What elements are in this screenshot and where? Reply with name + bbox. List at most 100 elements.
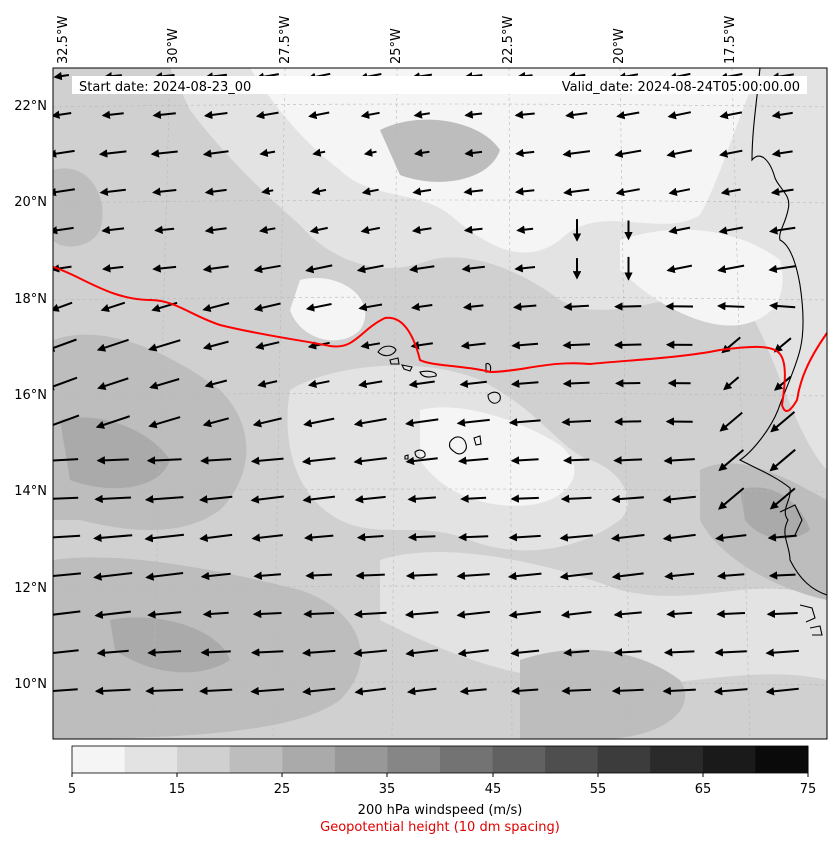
wind-arrow (713, 686, 748, 696)
wind-arrow (616, 110, 640, 120)
lat-label: 18°N (14, 292, 47, 307)
wind-arrow (101, 225, 125, 235)
meridian-27-5w (272, 68, 286, 739)
parallel-16n (53, 392, 827, 397)
wind-arrow (613, 648, 642, 657)
wind-arrow (768, 571, 796, 580)
wind-arrow (152, 264, 177, 273)
windspeed-very-light-region (420, 407, 575, 506)
wind-arrow (202, 340, 229, 351)
wind-arrow (611, 572, 644, 581)
wind-arrow (719, 149, 743, 158)
lon-label: 27.5°W (278, 16, 293, 64)
wind-arrow (768, 264, 797, 274)
wind-arrow (303, 609, 335, 619)
colorbar-tick-label: 25 (274, 782, 291, 797)
island-sao-vicente (389, 357, 400, 365)
wind-arrow (562, 149, 591, 158)
wind-arrow (253, 264, 281, 274)
wind-arrow (199, 533, 233, 543)
wind-arrow (363, 148, 377, 157)
wind-arrow (510, 379, 539, 388)
wind-arrow (200, 456, 232, 465)
wind-arrow (765, 648, 799, 657)
african-coastline (738, 68, 827, 596)
wind-arrow (53, 149, 75, 158)
wind-arrow (93, 533, 133, 543)
colorbar-swatch (334, 746, 388, 773)
wind-arrow (302, 495, 336, 504)
windspeed-dark-region (110, 617, 230, 673)
wind-arrow (405, 456, 438, 466)
wind-arrow (565, 110, 588, 120)
wind-arrow (769, 448, 796, 472)
wind-arrow (769, 226, 796, 235)
wind-arrow (508, 610, 541, 619)
lon-label: 30°W (166, 28, 181, 64)
wind-arrow (305, 571, 333, 580)
wind-arrow (250, 686, 285, 696)
wind-arrow (353, 648, 387, 658)
wind-arrow (252, 609, 282, 619)
wind-arrow (53, 71, 70, 81)
wind-arrow (360, 225, 380, 235)
wind-arrow (204, 225, 227, 235)
wind-arrow (510, 648, 540, 657)
meridian-17-5w (731, 68, 751, 739)
wind-arrow (456, 571, 490, 581)
wind-arrow (719, 111, 743, 120)
wind-arrow (463, 187, 484, 196)
wind-arrow (199, 686, 233, 696)
colorbar-label: 200 hPa windspeed (m/s) (358, 803, 523, 818)
parallel-12n (53, 585, 827, 590)
start-date-label: Start date: 2024-08-23_00:00:00 (79, 80, 293, 95)
colorbar-frame (71, 745, 809, 774)
wind-arrow (405, 571, 438, 580)
wind-arrow (456, 418, 490, 427)
wind-arrow (507, 571, 542, 581)
meridian-20w (619, 68, 631, 739)
wind-arrow (304, 533, 334, 542)
wind-arrow (360, 110, 380, 119)
wind-arrow (459, 379, 487, 389)
wind-arrow (464, 148, 483, 158)
colorbar-tick-label: 5 (68, 782, 76, 797)
lon-label: 25°W (389, 28, 404, 64)
wind-arrow (413, 110, 430, 119)
colorbar-swatch (177, 746, 231, 773)
wind-arrow (610, 533, 645, 543)
wind-arrow (146, 456, 182, 465)
wind-arrow (464, 110, 483, 119)
lat-label: 14°N (14, 484, 47, 499)
wind-arrow (94, 494, 132, 504)
colorbar-tick-label: 75 (800, 782, 817, 797)
windspeed-dark-region (740, 487, 810, 539)
wind-arrow (252, 417, 282, 428)
meridian-30w (151, 68, 171, 739)
wind-arrow (714, 648, 747, 657)
wind-arrow (461, 264, 485, 273)
wind-arrow (666, 264, 693, 274)
map-frame (52, 67, 828, 740)
wind-arrow (152, 110, 176, 119)
wind-arrow (559, 572, 593, 581)
graticule (53, 68, 827, 739)
colorbar-swatch (597, 746, 651, 773)
wind-arrow (202, 609, 229, 619)
wind-arrow (563, 302, 589, 311)
wind-arrow (53, 110, 72, 119)
wind-arrow (719, 411, 743, 432)
colorbar-tick-label: 45 (485, 782, 502, 797)
wind-arrow (409, 264, 435, 273)
wind-arrow (508, 418, 541, 427)
wind-arrow (53, 496, 79, 500)
island-brava (404, 454, 409, 460)
wind-arrow (95, 415, 131, 429)
colorbar-swatch (545, 746, 599, 773)
header-strip-bg (252, 76, 545, 94)
wind-arrow (53, 572, 81, 578)
wind-arrow (457, 648, 489, 658)
wind-arrow (413, 148, 430, 157)
wind-arrow (311, 187, 327, 196)
